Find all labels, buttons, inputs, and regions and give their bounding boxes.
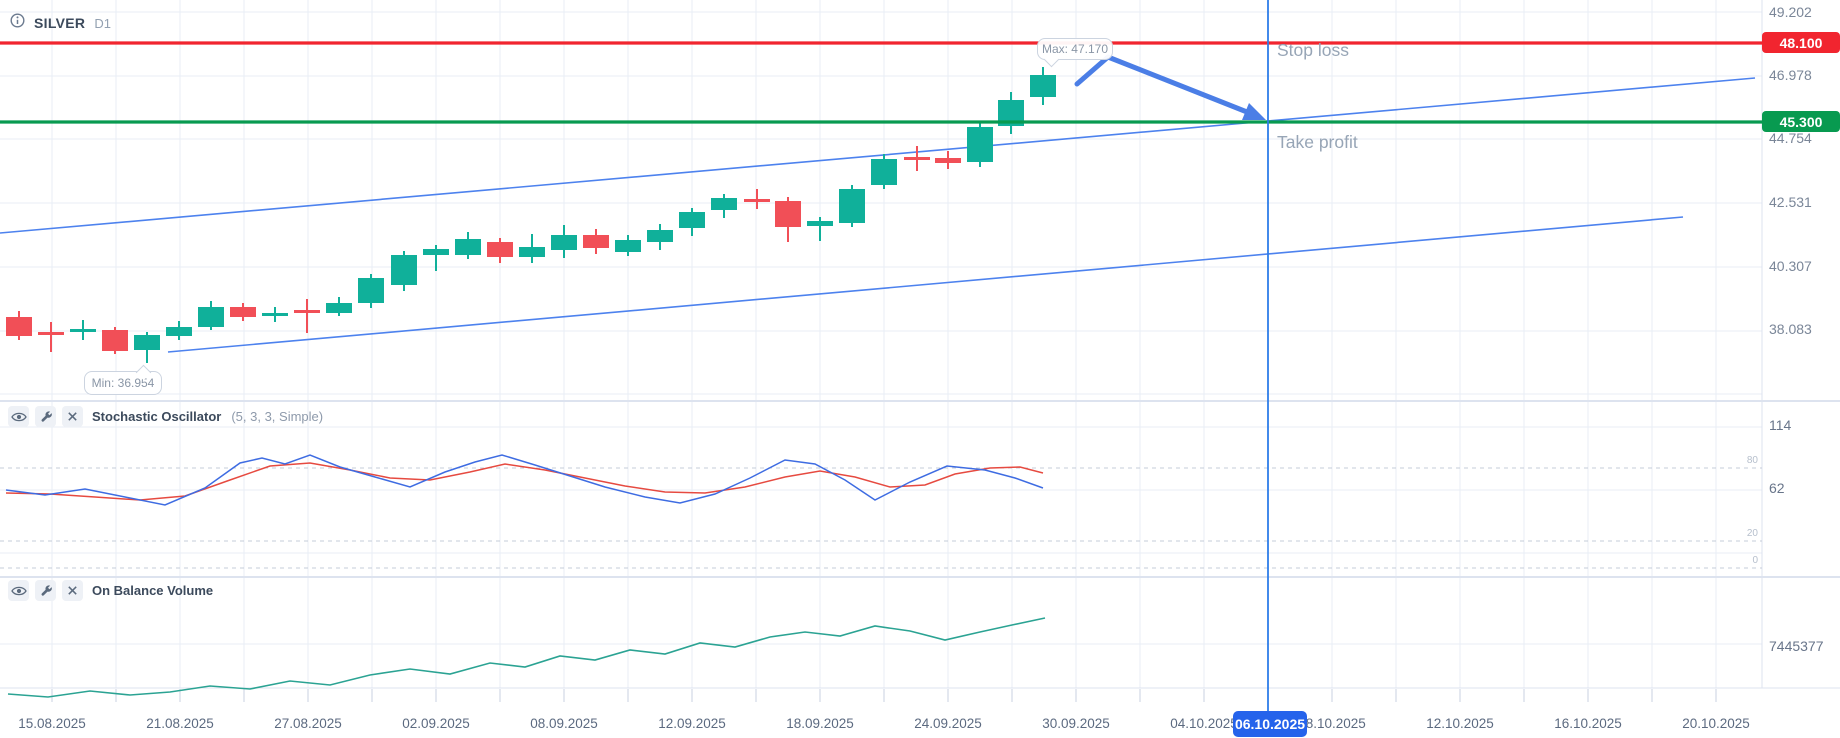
candle-body[interactable] [839,189,865,223]
max-price-tooltip: Max: 47.170 [1037,38,1113,67]
date-axis-label: 20.10.2025 [1682,716,1750,731]
candle-body[interactable] [166,327,192,336]
candle-body[interactable] [583,235,609,248]
date-axis-label: 15.08.2025 [18,716,86,731]
date-axis-label: 21.08.2025 [146,716,214,731]
lower-channel-trendline[interactable] [167,216,1684,353]
stop-loss-price-badge[interactable]: 48.100 [1762,32,1840,53]
candle-body[interactable] [198,307,224,327]
candle-body[interactable] [904,157,930,160]
candle-body[interactable] [294,310,320,313]
candle-body[interactable] [6,317,32,336]
candle-body[interactable] [807,221,833,226]
stoch-level-label: 0 [1752,555,1758,566]
price-axis-label: 38.083 [1769,321,1812,337]
price-axis-label: 44.754 [1769,130,1812,146]
candle-body[interactable] [967,127,993,162]
candle-body[interactable] [487,242,513,257]
candle-body[interactable] [455,239,481,255]
candle-body[interactable] [615,240,641,252]
take-profit-label: Take profit [1277,132,1358,152]
stochastic-params: (5, 3, 3, Simple) [231,409,324,424]
obv-title: On Balance Volume [92,583,214,598]
indicator-value-label: 114 [1769,417,1792,433]
visibility-eye-icon[interactable] [8,580,29,601]
price-axis-label: 46.978 [1769,67,1812,83]
candle-body[interactable] [775,201,801,227]
candle-body[interactable] [391,255,417,285]
price-axis-label: 49.202 [1769,4,1812,20]
date-axis-label: 08.10.2025 [1298,716,1366,731]
stochastic-pane-header: Stochastic Oscillator (5, 3, 3, Simple) [8,406,323,427]
stop-loss-label: Stop loss [1277,40,1349,60]
price-axis-label: 42.531 [1769,194,1812,210]
stochastic-title: Stochastic Oscillator [92,409,222,424]
chart-header: SILVER D1 [10,13,111,33]
upper-channel-trendline[interactable] [0,77,1756,234]
candle-body[interactable] [1030,75,1056,97]
candle-body[interactable] [551,235,577,250]
indicator-value-label: 62 [1769,480,1785,496]
candle-body[interactable] [519,247,545,257]
candle-body[interactable] [423,249,449,255]
candle-body[interactable] [326,303,352,313]
close-icon[interactable] [62,580,83,601]
stoch-level-label: 20 [1746,528,1758,539]
candle-body[interactable] [679,212,705,228]
candle-body[interactable] [134,335,160,350]
price-axis-label: 40.307 [1769,258,1812,274]
date-axis-label: 18.09.2025 [786,716,854,731]
date-axis-label: 08.09.2025 [530,716,598,731]
date-axis-label: 16.10.2025 [1554,716,1622,731]
symbol-name: SILVER [34,15,86,31]
visibility-eye-icon[interactable] [8,406,29,427]
date-axis-label: 30.09.2025 [1042,716,1110,731]
projection-arrow[interactable] [1074,54,1250,115]
stochastic-d-line[interactable] [5,462,1044,501]
candle-body[interactable] [230,307,256,317]
stochastic-k-line[interactable] [5,454,1044,506]
candle-body[interactable] [358,278,384,303]
date-axis-label: 02.09.2025 [402,716,470,731]
obv-pane-header: On Balance Volume [8,580,213,601]
info-icon[interactable] [10,13,25,33]
take-profit-price-badge[interactable]: 45.300 [1762,111,1840,132]
candle-body[interactable] [70,329,96,332]
candle-body[interactable] [871,159,897,185]
settings-wrench-icon[interactable] [35,406,56,427]
timeframe-label: D1 [94,15,111,31]
projection-arrow-head [1242,103,1266,120]
date-axis-label: 04.10.2025 [1170,716,1238,731]
candle-body[interactable] [935,158,961,163]
close-icon[interactable] [62,406,83,427]
date-axis-label: 12.09.2025 [658,716,726,731]
selected-date-badge: 06.10.2025 [1233,711,1307,737]
obv-line[interactable] [7,617,1046,698]
indicator-value-label: 7445377 [1769,638,1824,654]
candle-body[interactable] [262,313,288,316]
candle-body[interactable] [744,199,770,202]
stoch-level-label: 80 [1746,455,1758,466]
candle-body[interactable] [38,332,64,335]
date-axis-label: 12.10.2025 [1426,716,1494,731]
candle-body[interactable] [102,330,128,351]
date-axis-label: 24.09.2025 [914,716,982,731]
candle-body[interactable] [711,198,737,210]
date-axis-label: 27.08.2025 [274,716,342,731]
min-price-tooltip: Min: 36.954 [84,364,162,395]
settings-wrench-icon[interactable] [35,580,56,601]
candle-body[interactable] [647,230,673,242]
